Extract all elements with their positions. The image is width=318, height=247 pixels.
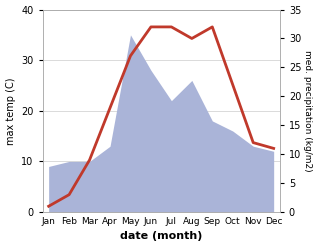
Y-axis label: med. precipitation (kg/m2): med. precipitation (kg/m2) [303, 50, 313, 172]
X-axis label: date (month): date (month) [120, 231, 202, 242]
Y-axis label: max temp (C): max temp (C) [5, 77, 16, 144]
